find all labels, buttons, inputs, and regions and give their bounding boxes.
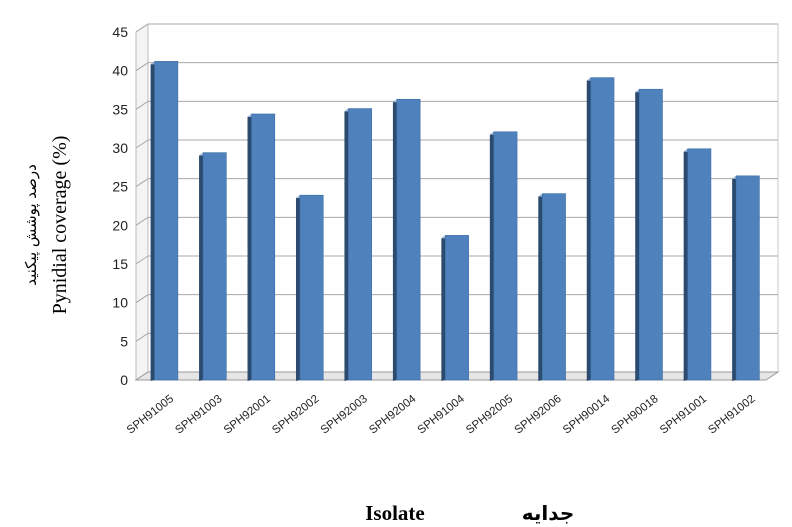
y-tick-label: 10 — [112, 295, 128, 311]
bar-front — [590, 77, 615, 381]
x-tick-label: SPH92002 — [270, 393, 321, 437]
bar-side — [683, 148, 688, 381]
side-wall-panel — [135, 23, 149, 381]
y-tick-label: 15 — [112, 256, 128, 272]
bar-side — [392, 99, 397, 381]
bar — [538, 193, 566, 381]
bar — [586, 77, 615, 382]
x-axis-label-persian: جدایه — [522, 501, 574, 525]
y-tick-label: 40 — [112, 63, 128, 79]
bar — [635, 88, 663, 381]
y-tick-label: 45 — [112, 24, 128, 40]
x-tick-label: SPH92001 — [222, 393, 273, 437]
y-axis-label: Pynidial coverage (%) — [49, 136, 71, 315]
x-tick-label: SPH92005 — [464, 393, 515, 437]
y-tick-label: 5 — [120, 333, 128, 349]
x-tick-label: SPH91004 — [416, 393, 468, 437]
bar-side — [150, 61, 155, 382]
x-tick-label: SPH92003 — [319, 393, 370, 437]
y-tick-label: 20 — [112, 217, 128, 233]
bar-front — [735, 175, 760, 381]
bar — [295, 194, 324, 381]
bar-front — [251, 113, 276, 381]
x-tick-label: SPH90014 — [561, 393, 613, 437]
x-tick-label: SPH91005 — [125, 393, 176, 437]
bar-front — [348, 108, 373, 381]
bar — [732, 175, 760, 381]
x-tick-label: SPH90018 — [609, 393, 660, 437]
gridline-side — [135, 332, 149, 342]
x-tick-label: SPH91003 — [173, 393, 224, 437]
bar-front — [445, 235, 469, 381]
y-axis-ticks: 0 5 10 15 20 25 30 35 40 45 — [112, 24, 128, 388]
y-tick-label: 25 — [112, 179, 128, 195]
bar-side — [732, 175, 737, 381]
bars — [150, 61, 760, 382]
bar — [441, 235, 469, 381]
bar-side — [635, 89, 640, 381]
gridline-side — [135, 62, 149, 72]
gridline-side — [135, 178, 149, 188]
x-axis-ticks: SPH91005SPH91003SPH92001SPH92002SPH92003… — [125, 393, 758, 437]
bar — [199, 152, 227, 381]
gridline-side — [135, 216, 149, 226]
bar — [150, 61, 179, 382]
bar-side — [199, 152, 204, 381]
bar-side — [344, 108, 349, 381]
bar-side — [247, 113, 252, 382]
bar-front — [541, 193, 566, 381]
bar — [683, 148, 712, 381]
x-tick-label: SPH91002 — [706, 393, 757, 437]
gridline-side — [135, 23, 149, 33]
bar — [247, 113, 276, 382]
gridline-side — [135, 294, 149, 304]
gridline-side — [135, 139, 149, 149]
x-tick-label: SPH92004 — [367, 393, 419, 437]
x-tick-label: SPH91001 — [658, 393, 709, 437]
bar-side — [295, 195, 300, 381]
bar-side — [441, 235, 446, 381]
bar-front — [687, 148, 712, 381]
bar — [392, 98, 421, 381]
bar-front — [154, 61, 179, 381]
bar-side — [538, 193, 543, 381]
bar-side — [586, 77, 591, 382]
gridline-side — [135, 255, 149, 265]
bar-front — [202, 152, 227, 381]
bar-front — [396, 98, 421, 381]
bar-front — [638, 88, 663, 381]
bar — [489, 131, 518, 381]
bar-side — [489, 131, 494, 381]
x-axis-label: Isolate — [365, 501, 425, 525]
y-tick-label: 30 — [112, 140, 128, 156]
bar — [344, 108, 373, 381]
gridline-side — [135, 100, 149, 110]
y-axis-label-persian: درصد پوشش پیکنید — [22, 164, 41, 286]
bar-front — [493, 131, 518, 381]
bar-front — [299, 194, 324, 381]
y-tick-label: 35 — [112, 101, 128, 117]
x-tick-label: SPH92006 — [513, 393, 564, 437]
y-tick-label: 0 — [120, 372, 128, 388]
